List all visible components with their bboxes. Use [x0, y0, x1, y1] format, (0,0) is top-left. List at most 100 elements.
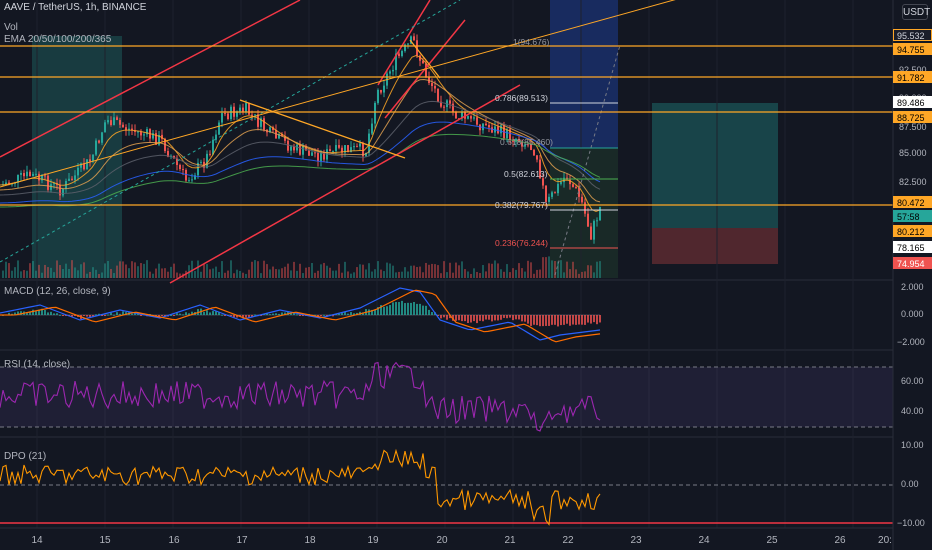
volume-bar: [74, 267, 76, 278]
volume-bar: [596, 261, 598, 278]
volume-bar: [320, 264, 322, 278]
macd-histogram-bar: [83, 315, 85, 316]
macd-histogram-bar: [347, 313, 349, 315]
candle-body: [527, 144, 529, 146]
macd-histogram-bar: [374, 309, 376, 315]
macd-histogram-bar: [233, 315, 235, 318]
symbol-title[interactable]: AAVE / TetherUS, 1h, BINANCE: [4, 2, 147, 13]
candle-body: [299, 144, 301, 155]
volume-bar: [485, 271, 487, 278]
macd-histogram-bar: [161, 315, 163, 316]
volume-bar: [104, 263, 106, 278]
candle-body: [251, 114, 253, 116]
volume-bar: [200, 271, 202, 278]
volume-bar: [389, 263, 391, 278]
volume-bar: [122, 261, 124, 278]
macd-histogram-bar: [302, 315, 304, 316]
volume-bar: [458, 265, 460, 278]
candle-body: [236, 111, 238, 117]
candle-body: [380, 89, 382, 93]
rsi-label[interactable]: RSI (14, close): [4, 359, 71, 370]
candle-body: [269, 127, 271, 133]
candle-body: [332, 150, 334, 152]
volume-bar: [416, 266, 418, 278]
candle-body: [218, 122, 220, 135]
candle-body: [245, 103, 247, 112]
trend-drawings[interactable]: [0, 0, 890, 284]
macd-label[interactable]: MACD (12, 26, close, 9): [4, 286, 111, 297]
macd-histogram-bar: [515, 315, 517, 320]
candle-body: [287, 140, 289, 151]
grid-lines: [36, 0, 854, 528]
volume-bar: [314, 272, 316, 278]
candle-body: [401, 50, 403, 57]
volume-bar: [77, 270, 79, 278]
volume-bar: [50, 267, 52, 278]
volume-label[interactable]: Vol: [4, 22, 18, 33]
volume-bar: [14, 267, 16, 278]
volume-bar: [299, 263, 301, 278]
macd-histogram-bar: [548, 315, 550, 326]
currency-unit-button[interactable]: USDT: [902, 4, 930, 20]
macd-histogram-bar: [512, 315, 514, 321]
volume-bar: [311, 262, 313, 278]
macd-histogram-bar: [551, 315, 553, 325]
candle-body: [281, 133, 283, 137]
dpo-label[interactable]: DPO (21): [4, 451, 47, 462]
volume-bar: [455, 262, 457, 278]
candle-body: [371, 123, 373, 134]
macd-histogram-bar: [440, 315, 442, 319]
date-label: 20: [436, 535, 448, 546]
fib-level-label: 0.618(85.460): [500, 137, 553, 147]
price-tag: 80.472: [893, 196, 932, 208]
volume-bar: [116, 265, 118, 278]
macd-histogram-bar: [341, 312, 343, 315]
price-axis-background[interactable]: [893, 0, 932, 550]
volume-bar: [233, 273, 235, 278]
volume-bar: [302, 273, 304, 278]
horizontal-levels[interactable]: [0, 45, 893, 206]
price-tag: 94.755: [893, 43, 932, 55]
ema-200-line: [0, 121, 601, 204]
volume-bar: [113, 273, 115, 278]
candle-body: [113, 117, 115, 126]
macd-histogram-bar: [215, 311, 217, 315]
volume-bar: [590, 265, 592, 278]
macd-histogram-bar: [344, 312, 346, 315]
candle-body: [83, 163, 85, 170]
date-label: 23: [630, 535, 642, 546]
macd-tick: 2.000: [901, 282, 924, 292]
price-tag: 88.725: [893, 111, 932, 123]
date-label: 14: [31, 535, 43, 546]
volume-bar: [83, 262, 85, 278]
volume-bar: [176, 272, 178, 278]
volume-bar: [560, 260, 562, 278]
volume-bar: [338, 263, 340, 278]
volume-bar: [437, 265, 439, 278]
volume-bar: [191, 260, 193, 278]
macd-histogram-bar: [119, 313, 121, 315]
macd-histogram-bar: [395, 301, 397, 315]
volume-bar: [533, 273, 535, 278]
candle-body: [449, 100, 451, 104]
volume-bar: [242, 272, 244, 278]
fib-level-label: 0.5(82.613): [504, 169, 548, 179]
candle-body: [128, 128, 130, 131]
volume-bar: [410, 265, 412, 278]
candle-body: [422, 60, 424, 64]
macd-histogram-bar: [560, 315, 562, 326]
volume-bar: [386, 262, 388, 278]
ema-label[interactable]: EMA 20/50/100/200/365: [4, 34, 112, 45]
candle-body: [434, 86, 436, 89]
macd-histogram-bar: [413, 302, 415, 315]
candle-body: [92, 154, 94, 162]
volume-bar: [248, 269, 250, 278]
volume-bar: [35, 270, 37, 278]
volume-bar: [434, 264, 436, 278]
fib-retracement-lines[interactable]: [550, 102, 618, 249]
macd-histogram-bar: [491, 315, 493, 322]
volume-bar: [539, 269, 541, 278]
volume-bar: [47, 267, 49, 278]
macd-histogram-bar: [482, 315, 484, 322]
